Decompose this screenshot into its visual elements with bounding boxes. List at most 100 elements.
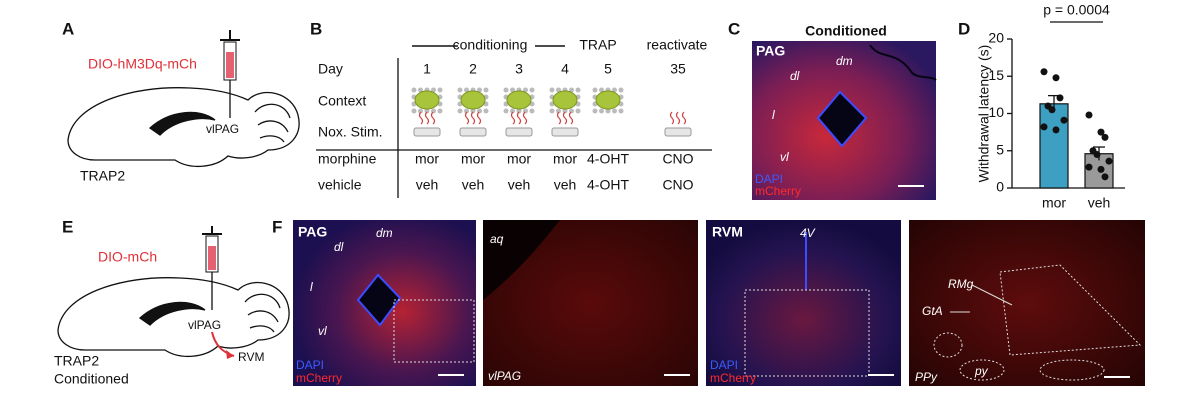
hot-plate	[551, 127, 579, 137]
vector-label: DIO-hM3Dq-mCh	[88, 56, 197, 72]
context-dot	[523, 87, 528, 93]
context-dot	[562, 108, 568, 114]
row-label: Day	[318, 61, 343, 77]
image-title: Conditioned	[805, 23, 887, 39]
data-point	[1101, 133, 1109, 141]
y-axis-label: Withdrawal latency (s)	[976, 45, 992, 183]
context-dot	[483, 87, 489, 93]
inset-box	[393, 299, 475, 363]
y-tick-label: 20	[988, 30, 1004, 46]
treatment-label: mor	[507, 151, 531, 167]
annotation: p = 0.0004	[1043, 2, 1110, 18]
data-point	[1052, 126, 1060, 134]
day-label: 1	[423, 61, 431, 77]
context-dot	[556, 87, 561, 93]
day-label: 3	[515, 61, 523, 77]
panel-letter: E	[62, 217, 73, 236]
context-dot	[575, 87, 581, 93]
protocol-table: Day Context Nox. Stim. morphine vehicle condi…	[318, 37, 708, 193]
region-label: PAG	[298, 224, 327, 240]
region-label: vlPAG	[206, 122, 239, 136]
brain-sketch	[67, 87, 300, 167]
day-label: 5	[604, 61, 612, 77]
heat-wave	[510, 111, 516, 125]
context-dot	[464, 87, 469, 93]
region-label: vlPAG	[188, 318, 221, 332]
data-point	[1101, 173, 1109, 181]
row-label: vehicle	[318, 177, 362, 193]
context-dot	[529, 108, 535, 114]
inset-box	[744, 289, 870, 377]
panel-letter: A	[62, 19, 74, 38]
context-dot	[612, 87, 617, 93]
context-dot	[599, 108, 604, 114]
day-label: 2	[469, 61, 477, 77]
stain-label: DAPI	[710, 358, 738, 372]
region-outlines	[933, 264, 1142, 381]
context-dot	[516, 108, 522, 114]
context-dot	[477, 87, 482, 93]
panel-letter: B	[310, 19, 322, 38]
context-object	[460, 90, 486, 110]
arrow-head	[226, 350, 234, 359]
data-point	[1085, 111, 1093, 119]
hot-plate	[505, 127, 533, 137]
heat-wave	[418, 111, 424, 125]
context-object	[506, 90, 532, 110]
treatment-label: mor	[461, 151, 485, 167]
x-tick-label: veh	[1088, 195, 1111, 211]
region-label: py	[974, 364, 989, 378]
y-tick-label: 10	[988, 104, 1004, 120]
context-dot	[612, 108, 617, 114]
treatment-label: CNO	[662, 151, 693, 167]
context-dot	[503, 87, 509, 93]
data-point	[1085, 163, 1093, 171]
hot-plate	[459, 127, 487, 137]
subregion-label: dm	[376, 226, 393, 240]
treatment-label: veh	[416, 177, 439, 193]
data-point	[1093, 150, 1101, 158]
treatment-label: CNO	[662, 177, 693, 193]
mouse-label: Conditioned	[54, 371, 129, 387]
data-point	[1097, 165, 1105, 173]
row-label: morphine	[318, 151, 377, 167]
context-dot	[464, 108, 469, 114]
data-point	[1040, 68, 1048, 76]
region-label: RVM	[712, 224, 743, 240]
context-dot	[503, 108, 509, 114]
heat-wave	[464, 111, 470, 125]
heat-wave	[675, 111, 681, 125]
context-dot	[575, 108, 581, 114]
context-object	[595, 90, 621, 110]
subregion-label: dl	[790, 69, 800, 83]
subregion-label: 4V	[800, 226, 816, 240]
y-tick-label: 15	[988, 67, 1004, 83]
row-label: Nox. Stim.	[318, 124, 383, 140]
aqueduct	[816, 90, 868, 148]
heat-wave	[430, 111, 436, 125]
panel-letter: C	[728, 19, 740, 38]
aqueduct	[483, 220, 560, 300]
y-tick-label: 5	[996, 141, 1004, 157]
region-label: vlPAG	[488, 369, 521, 383]
context-object	[414, 90, 440, 110]
y-tick-label: 0	[996, 179, 1004, 195]
stain-label: mCherry	[710, 371, 756, 385]
micrograph	[909, 220, 1145, 386]
leader-line	[971, 284, 1013, 306]
context-dot	[529, 87, 535, 93]
context-dot	[483, 108, 489, 114]
syringe	[202, 226, 222, 310]
context-dot	[411, 87, 417, 93]
panel-letter: F	[272, 217, 282, 236]
phase-label: reactivate	[647, 37, 708, 53]
heat-wave	[568, 111, 574, 125]
context-dot	[437, 87, 443, 93]
context-dot	[599, 87, 604, 93]
heat-wave	[669, 111, 675, 125]
hot-plate	[664, 127, 692, 137]
data-point	[1052, 74, 1060, 82]
phase-label: TRAP	[579, 37, 616, 53]
aqueduct	[356, 273, 402, 327]
